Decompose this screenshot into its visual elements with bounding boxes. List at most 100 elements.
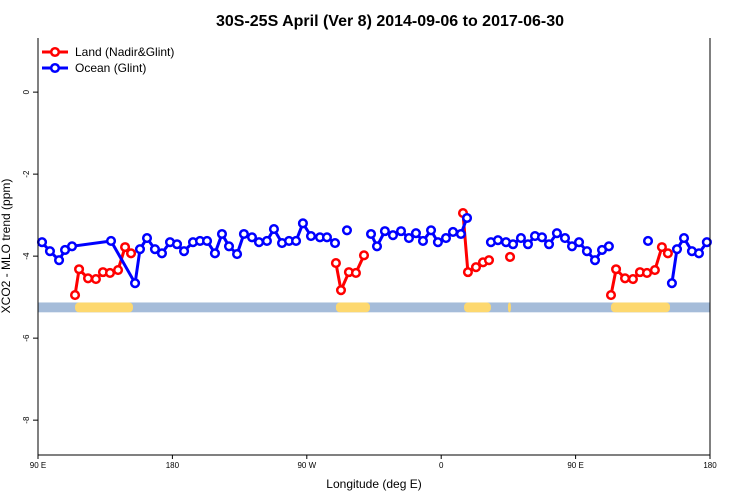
data-point	[134, 244, 146, 255]
data-point	[36, 237, 48, 248]
data-point	[149, 244, 160, 255]
data-point	[605, 290, 617, 301]
data-point	[627, 274, 638, 285]
data-point	[104, 267, 116, 278]
data-point	[209, 248, 221, 259]
data-point	[358, 250, 370, 261]
data-point	[141, 233, 153, 244]
y-axis-label: XCO2 - MLO trend (ppm)	[0, 179, 13, 314]
data-point	[223, 241, 235, 252]
data-point	[649, 265, 660, 276]
data-point	[656, 242, 667, 253]
data-point	[112, 265, 124, 276]
data-point	[492, 235, 503, 246]
legend-marker	[49, 46, 61, 58]
data-point	[305, 230, 317, 242]
data-point	[44, 246, 55, 257]
data-point	[662, 248, 673, 259]
y-tick-label: 0	[22, 89, 31, 94]
data-point	[387, 230, 399, 241]
data-point	[395, 226, 407, 237]
data-point	[566, 241, 578, 252]
y-tick-label: -8	[22, 416, 31, 424]
data-point	[66, 241, 78, 252]
data-point	[536, 232, 548, 243]
data-point	[120, 242, 131, 253]
x-tick-label: 180	[166, 461, 180, 470]
legend-marker	[49, 62, 61, 74]
land-mask-segment	[335, 302, 370, 313]
data-point	[69, 290, 81, 301]
data-point	[619, 273, 631, 284]
data-point	[642, 235, 654, 247]
data-point	[515, 233, 526, 244]
land-mask-segment	[610, 302, 670, 313]
data-point	[268, 224, 279, 235]
series-line-1	[40, 217, 709, 288]
y-tick-label: -4	[22, 252, 31, 260]
data-point	[447, 226, 459, 237]
data-point	[74, 264, 85, 275]
land-mask-segment	[464, 302, 491, 313]
data-point	[350, 267, 361, 278]
legend-label: Land (Nadir&Glint)	[75, 45, 174, 59]
data-point	[551, 228, 562, 239]
data-point	[666, 278, 677, 289]
data-point	[253, 237, 265, 248]
y-tick-label: -6	[22, 334, 31, 342]
x-tick-label: 90 E	[567, 461, 583, 470]
data-point	[461, 212, 473, 224]
data-point	[403, 233, 414, 244]
data-point	[693, 248, 704, 259]
data-point	[201, 235, 213, 247]
data-point	[504, 251, 516, 263]
data-point	[371, 241, 383, 252]
data-point	[432, 237, 443, 248]
data-point	[462, 267, 473, 278]
data-point	[379, 226, 390, 237]
data-point	[329, 237, 341, 249]
legend: Land (Nadir&Glint) Ocean (Glint)	[42, 45, 174, 75]
data-point	[54, 255, 65, 266]
data-point	[321, 232, 333, 243]
x-tick-label: 90 E	[30, 461, 46, 470]
data-point	[232, 249, 243, 260]
data-point	[417, 235, 429, 247]
data-point	[455, 228, 466, 240]
data-point	[178, 246, 190, 257]
data-point	[90, 274, 101, 285]
data-point	[297, 218, 308, 229]
x-tick-label: 90 W	[297, 461, 316, 470]
data-point	[611, 264, 622, 275]
ocean-mask-band	[38, 302, 710, 313]
data-point	[470, 262, 482, 273]
y-tick-label: -2	[22, 170, 31, 178]
data-point	[216, 228, 228, 240]
data-point	[335, 285, 347, 296]
data-point	[238, 228, 249, 240]
chart-title: 30S-25S April (Ver 8) 2014-09-06 to 2017…	[216, 13, 564, 30]
x-tick-label: 180	[703, 461, 717, 470]
data-point	[171, 239, 183, 250]
data-point	[603, 241, 614, 252]
x-axis-label: Longitude (deg E)	[326, 477, 421, 491]
data-point	[543, 239, 555, 250]
data-point	[522, 239, 534, 250]
data-point	[130, 278, 141, 289]
data-point	[410, 228, 422, 239]
data-point	[156, 248, 167, 259]
data-point	[678, 233, 690, 244]
data-point	[425, 225, 437, 236]
data-point	[483, 255, 495, 266]
data-point	[290, 235, 302, 247]
data-point	[261, 235, 272, 247]
data-point	[246, 232, 258, 243]
data-point	[559, 233, 571, 244]
land-mask-segment	[507, 302, 511, 313]
data-point	[341, 225, 353, 236]
data-point	[105, 235, 117, 247]
data-point	[82, 273, 94, 284]
data-point	[701, 237, 712, 248]
